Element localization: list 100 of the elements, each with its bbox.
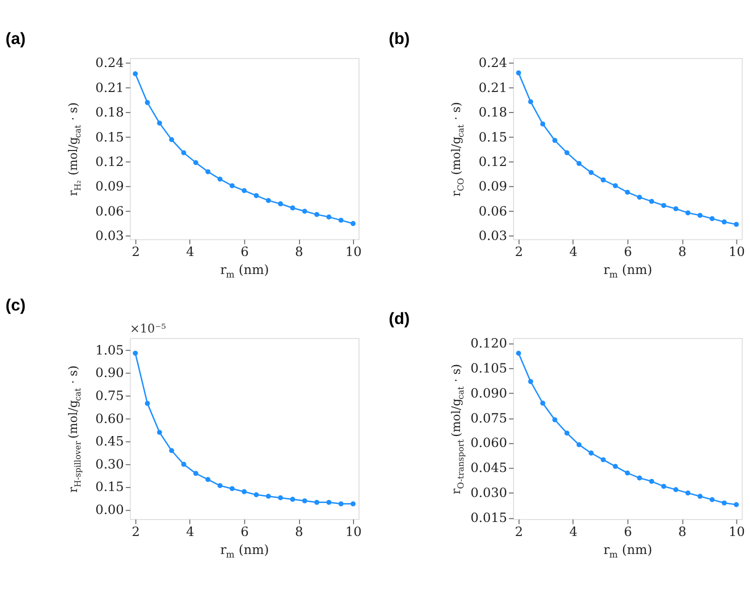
y-tick-label: 0.12: [95, 154, 124, 170]
point: [516, 350, 522, 356]
y-tick-label: 1.05: [95, 343, 124, 358]
x-tick-label: 8: [678, 525, 686, 540]
y-tick-label: 0.24: [478, 56, 508, 72]
point: [254, 193, 259, 198]
x-tick-label: 2: [132, 245, 140, 260]
point: [710, 497, 715, 502]
x-tick-label: 4: [186, 525, 194, 540]
x-tick-label: 6: [624, 525, 632, 540]
x-tick-label: 10: [345, 525, 362, 540]
point: [685, 210, 690, 216]
point: [326, 500, 332, 505]
chart-title: (a): [5, 30, 26, 48]
point: [649, 478, 654, 484]
point: [624, 190, 630, 195]
y-tick-label: 0.03: [95, 229, 124, 244]
x-tick-label: 2: [132, 525, 140, 540]
point: [218, 176, 223, 182]
point: [302, 208, 308, 214]
point: [698, 494, 703, 499]
point: [710, 216, 715, 222]
y-tick-label: 0.12: [478, 154, 508, 170]
point: [734, 502, 739, 508]
y-tick-label: 0.90: [95, 366, 124, 382]
point: [290, 496, 296, 502]
point: [205, 169, 210, 174]
point: [612, 183, 618, 188]
point: [132, 350, 138, 356]
y-tick-label: 0.03: [478, 229, 508, 244]
point: [242, 489, 247, 494]
point: [637, 476, 642, 481]
y-tick-label: 0.06: [478, 204, 508, 220]
point: [266, 494, 271, 499]
point: [685, 490, 690, 496]
point: [157, 120, 162, 126]
point: [350, 501, 356, 506]
y-axis-title: rO-transport (mol/gcat · s): [449, 364, 466, 494]
point: [205, 477, 210, 482]
chart-title: (c): [5, 296, 26, 315]
point: [144, 100, 150, 106]
y-tick-label: 0.75: [95, 388, 124, 404]
x-tick-label: 8: [678, 245, 686, 260]
y-tick-label: 0.30: [95, 457, 124, 472]
point: [600, 457, 606, 462]
y-tick-label: 0.00: [95, 503, 124, 518]
point: [169, 448, 174, 454]
point: [218, 483, 223, 488]
point: [278, 201, 283, 206]
point: [552, 138, 558, 143]
point: [242, 188, 247, 194]
y-tick-label: 0.09: [95, 180, 124, 195]
x-tick-label: 2: [514, 525, 524, 540]
y-tick-label: 0.18: [95, 106, 124, 121]
point: [181, 150, 186, 156]
y-tick-label: 0.030: [470, 486, 508, 502]
point: [564, 430, 570, 436]
y-tick-label: 0.015: [470, 511, 508, 526]
point: [612, 464, 618, 469]
point: [649, 198, 654, 204]
x-tick-label: 10: [728, 525, 745, 540]
point: [193, 470, 198, 476]
y-tick-label: 0.15: [95, 480, 124, 496]
point: [528, 379, 534, 384]
y-tick-label: 0.09: [478, 180, 508, 195]
y-tick-label: 0.075: [470, 411, 508, 426]
point: [290, 205, 296, 210]
point: [132, 71, 138, 76]
point: [144, 400, 150, 406]
x-tick-label: 6: [240, 245, 249, 260]
text: ×10⁻⁵: [130, 322, 166, 336]
point: [734, 222, 739, 227]
y-tick-label: 0.60: [95, 412, 124, 427]
x-tick-label: 8: [295, 525, 304, 540]
y-tick-label: 0.45: [95, 434, 124, 450]
point: [576, 160, 582, 166]
x-tick-label: 6: [240, 525, 249, 540]
point: [338, 218, 344, 223]
y-tick-label: 0.06: [95, 204, 124, 220]
point: [157, 430, 162, 435]
y-tick-label: 0.045: [470, 461, 508, 476]
y-tick-label: 0.21: [95, 80, 124, 96]
y-tick-label: 0.120: [470, 336, 508, 352]
y-tick-label: 0.090: [470, 386, 508, 402]
point: [338, 501, 344, 506]
y-tick-label: 0.21: [478, 80, 508, 96]
point: [314, 212, 320, 218]
point: [516, 70, 522, 76]
point: [661, 484, 666, 489]
point: [661, 202, 666, 208]
point: [698, 212, 703, 218]
point: [624, 470, 630, 476]
x-tick-label: 10: [728, 245, 745, 260]
point: [230, 486, 235, 492]
point: [302, 498, 308, 504]
point: [588, 450, 594, 456]
point: [673, 487, 678, 492]
y-tick-label: 0.24: [95, 56, 124, 72]
point: [637, 194, 642, 200]
point: [600, 177, 606, 182]
